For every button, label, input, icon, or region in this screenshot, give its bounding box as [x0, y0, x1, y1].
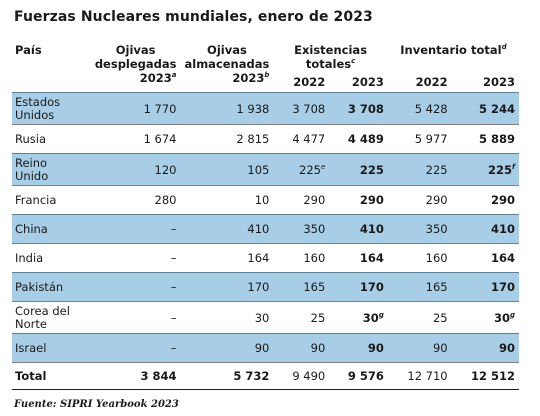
table-row: Israel –90 90 90 90 90 — [12, 333, 519, 363]
table-header: País Ojivas desplegadas 2023a Ojivas alm… — [12, 36, 519, 93]
table-row: India – 164 160 164 160 164 — [12, 244, 519, 273]
table-cell: 225 — [387, 153, 452, 186]
header-inventario-2023: 2023 — [482, 75, 515, 89]
table-cell: 90 — [329, 333, 388, 363]
table-cell: 4 477 — [292, 132, 326, 146]
table-title: Fuerzas Nucleares mundiales, enero de 20… — [14, 9, 373, 25]
table-cell: 4 489 — [347, 132, 384, 146]
table-cell: 90 — [180, 333, 274, 363]
table-cell: 225f — [451, 153, 519, 186]
table-cell: – — [90, 272, 181, 302]
table-cell: 30g — [493, 310, 515, 325]
total-label: Total — [15, 368, 47, 383]
table-cell: 160 — [303, 251, 326, 265]
table-cell: 164 — [359, 251, 384, 265]
table-cell: 164 — [247, 251, 270, 265]
table-cell: 350 — [273, 214, 330, 244]
table-cell: 280 — [154, 193, 177, 207]
table-cell: 9 576 — [347, 369, 384, 383]
country-cell: India — [15, 250, 44, 265]
table-cell: 2 815 — [236, 132, 270, 146]
table-cell: 12 710 — [407, 369, 448, 383]
table-cell: 1 938 — [180, 92, 274, 125]
table-cell: 3 844 — [140, 369, 177, 383]
table-cell: 1 674 — [143, 132, 177, 146]
table-cell: 3 708 — [329, 92, 388, 125]
table-cell: 170 — [180, 272, 274, 302]
table-cell: 290 — [303, 193, 326, 207]
header-inventario-2022: 2022 — [415, 75, 448, 89]
table-cell: 225e — [273, 153, 330, 186]
header-deployed: Ojivas desplegadas 2023a — [94, 43, 177, 85]
table-row: Reino Unido 120 105 225e 225 225 225f — [12, 153, 519, 186]
table-cell: 290 — [490, 193, 515, 207]
table-cell: 120 — [90, 153, 181, 186]
table-cell: 170 — [451, 272, 519, 302]
table-cell: 160 — [425, 251, 448, 265]
country-cell: Israel — [12, 333, 91, 363]
table-cell: – — [90, 214, 181, 244]
country-cell: Corea del Norte — [15, 303, 70, 331]
table-cell: 5 977 — [414, 132, 448, 146]
table-cell: 350 — [387, 214, 452, 244]
table-cell: 9 490 — [292, 369, 326, 383]
nuclear-forces-table: País Ojivas desplegadas 2023a Ojivas alm… — [12, 36, 519, 390]
table-row: Rusia 1 674 2 815 4 477 4 489 5 977 5 889 — [12, 125, 519, 154]
table-cell: 410 — [329, 214, 388, 244]
header-inventario: Inventario totald — [400, 43, 507, 57]
table-cell: 3 708 — [273, 92, 330, 125]
table-cell: 5 732 — [233, 369, 270, 383]
table-cell: 290 — [359, 193, 384, 207]
country-cell: Rusia — [15, 131, 46, 146]
table-cell: 1 770 — [90, 92, 181, 125]
table-cell: 164 — [490, 251, 515, 265]
table-cell: 290 — [425, 193, 448, 207]
table-cell: 10 — [254, 193, 270, 207]
country-cell: Estados Unidos — [12, 92, 91, 125]
country-cell: China — [12, 214, 91, 244]
table-row: China –410 350 410 350 410 — [12, 214, 519, 244]
table-cell: 410 — [180, 214, 274, 244]
table-body: Estados Unidos 1 770 1 938 3 708 3 708 5 428 5 … — [12, 92, 519, 390]
table-row: Pakistán –170 165 170 165 170 — [12, 272, 519, 302]
table-cell: 25 — [310, 310, 326, 325]
table-cell: 165 — [273, 272, 330, 302]
table-cell: 90 — [451, 333, 519, 363]
country-cell: Reino Unido — [12, 153, 91, 186]
table-cell: 30 — [254, 310, 270, 325]
table-cell: 90 — [273, 333, 330, 363]
table-cell: 25 — [432, 310, 448, 325]
table-cell: 225 — [329, 153, 388, 186]
header-existencias-2022: 2022 — [293, 75, 326, 89]
table-cell: 5 889 — [478, 132, 515, 146]
table-cell: 12 512 — [470, 369, 515, 383]
table-cell: – — [170, 310, 177, 325]
table-cell: 5 428 — [387, 92, 452, 125]
table-cell: 30g — [362, 310, 384, 325]
header-stored: Ojivas almacenadas 2023b — [184, 43, 270, 85]
table-row: Corea del Norte – 30 25 30g 25 30g — [12, 302, 519, 334]
table-cell: – — [170, 251, 177, 265]
table-row: Francia 280 10 290 290 290 290 — [12, 186, 519, 215]
table-cell: – — [90, 333, 181, 363]
header-existencias-2023: 2023 — [351, 75, 384, 89]
table-row: Estados Unidos 1 770 1 938 3 708 3 708 5 428 5 … — [12, 92, 519, 125]
header-existencias: Existencias totalesc — [294, 43, 368, 71]
table-cell: 90 — [387, 333, 452, 363]
header-country: País — [15, 43, 42, 57]
table-cell: 105 — [180, 153, 274, 186]
country-cell: Pakistán — [12, 272, 91, 302]
table-cell: 165 — [387, 272, 452, 302]
total-row: Total 3 844 5 732 9 490 9 576 12 710 12 512 — [12, 363, 519, 390]
country-cell: Francia — [15, 192, 57, 207]
table-cell: 410 — [451, 214, 519, 244]
table-cell: 170 — [329, 272, 388, 302]
source-note: Fuente: SIPRI Yearbook 2023 — [14, 399, 179, 410]
table-cell: 5 244 — [451, 92, 519, 125]
